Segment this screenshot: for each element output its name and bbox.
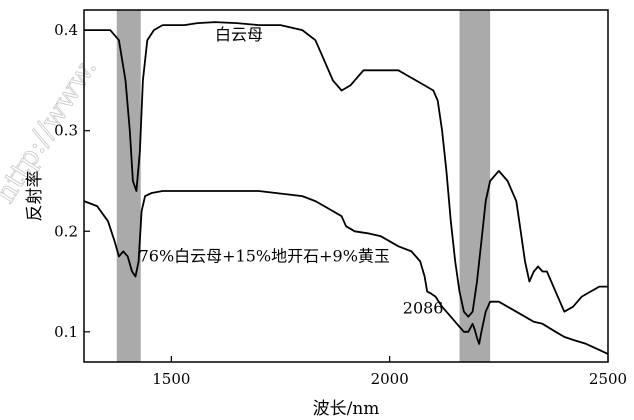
y-tick-label: 0.3 <box>54 122 78 140</box>
series-line-2 <box>83 190 609 355</box>
y-axis-label: 反射率 <box>25 171 45 222</box>
series-line-1 <box>84 21 608 318</box>
tick-labels: 1500 2000 2500 0.1 0.2 0.3 0.4 <box>54 21 627 388</box>
axis-ticks <box>84 29 609 362</box>
y-tick-label: 0.4 <box>54 21 78 39</box>
x-tick-label: 2000 <box>371 370 409 388</box>
annotation-1: 白云母 <box>215 25 263 44</box>
y-tick-label: 0.1 <box>54 323 78 341</box>
annotation-2: 76%白云母+15%地开石+9%黄玉 <box>139 246 390 265</box>
absorption-band-2 <box>459 10 491 362</box>
annotation-3: 2086 <box>403 299 444 318</box>
annotations: 白云母 76%白云母+15%地开石+9%黄玉 2086 <box>139 25 444 318</box>
series-layer <box>83 21 609 355</box>
plot-frame <box>83 9 609 363</box>
x-tick-label: 2500 <box>589 370 627 388</box>
x-tick-label: 1500 <box>152 370 190 388</box>
y-tick-label: 0.2 <box>54 222 78 240</box>
x-axis-label: 波长/nm <box>313 399 380 419</box>
